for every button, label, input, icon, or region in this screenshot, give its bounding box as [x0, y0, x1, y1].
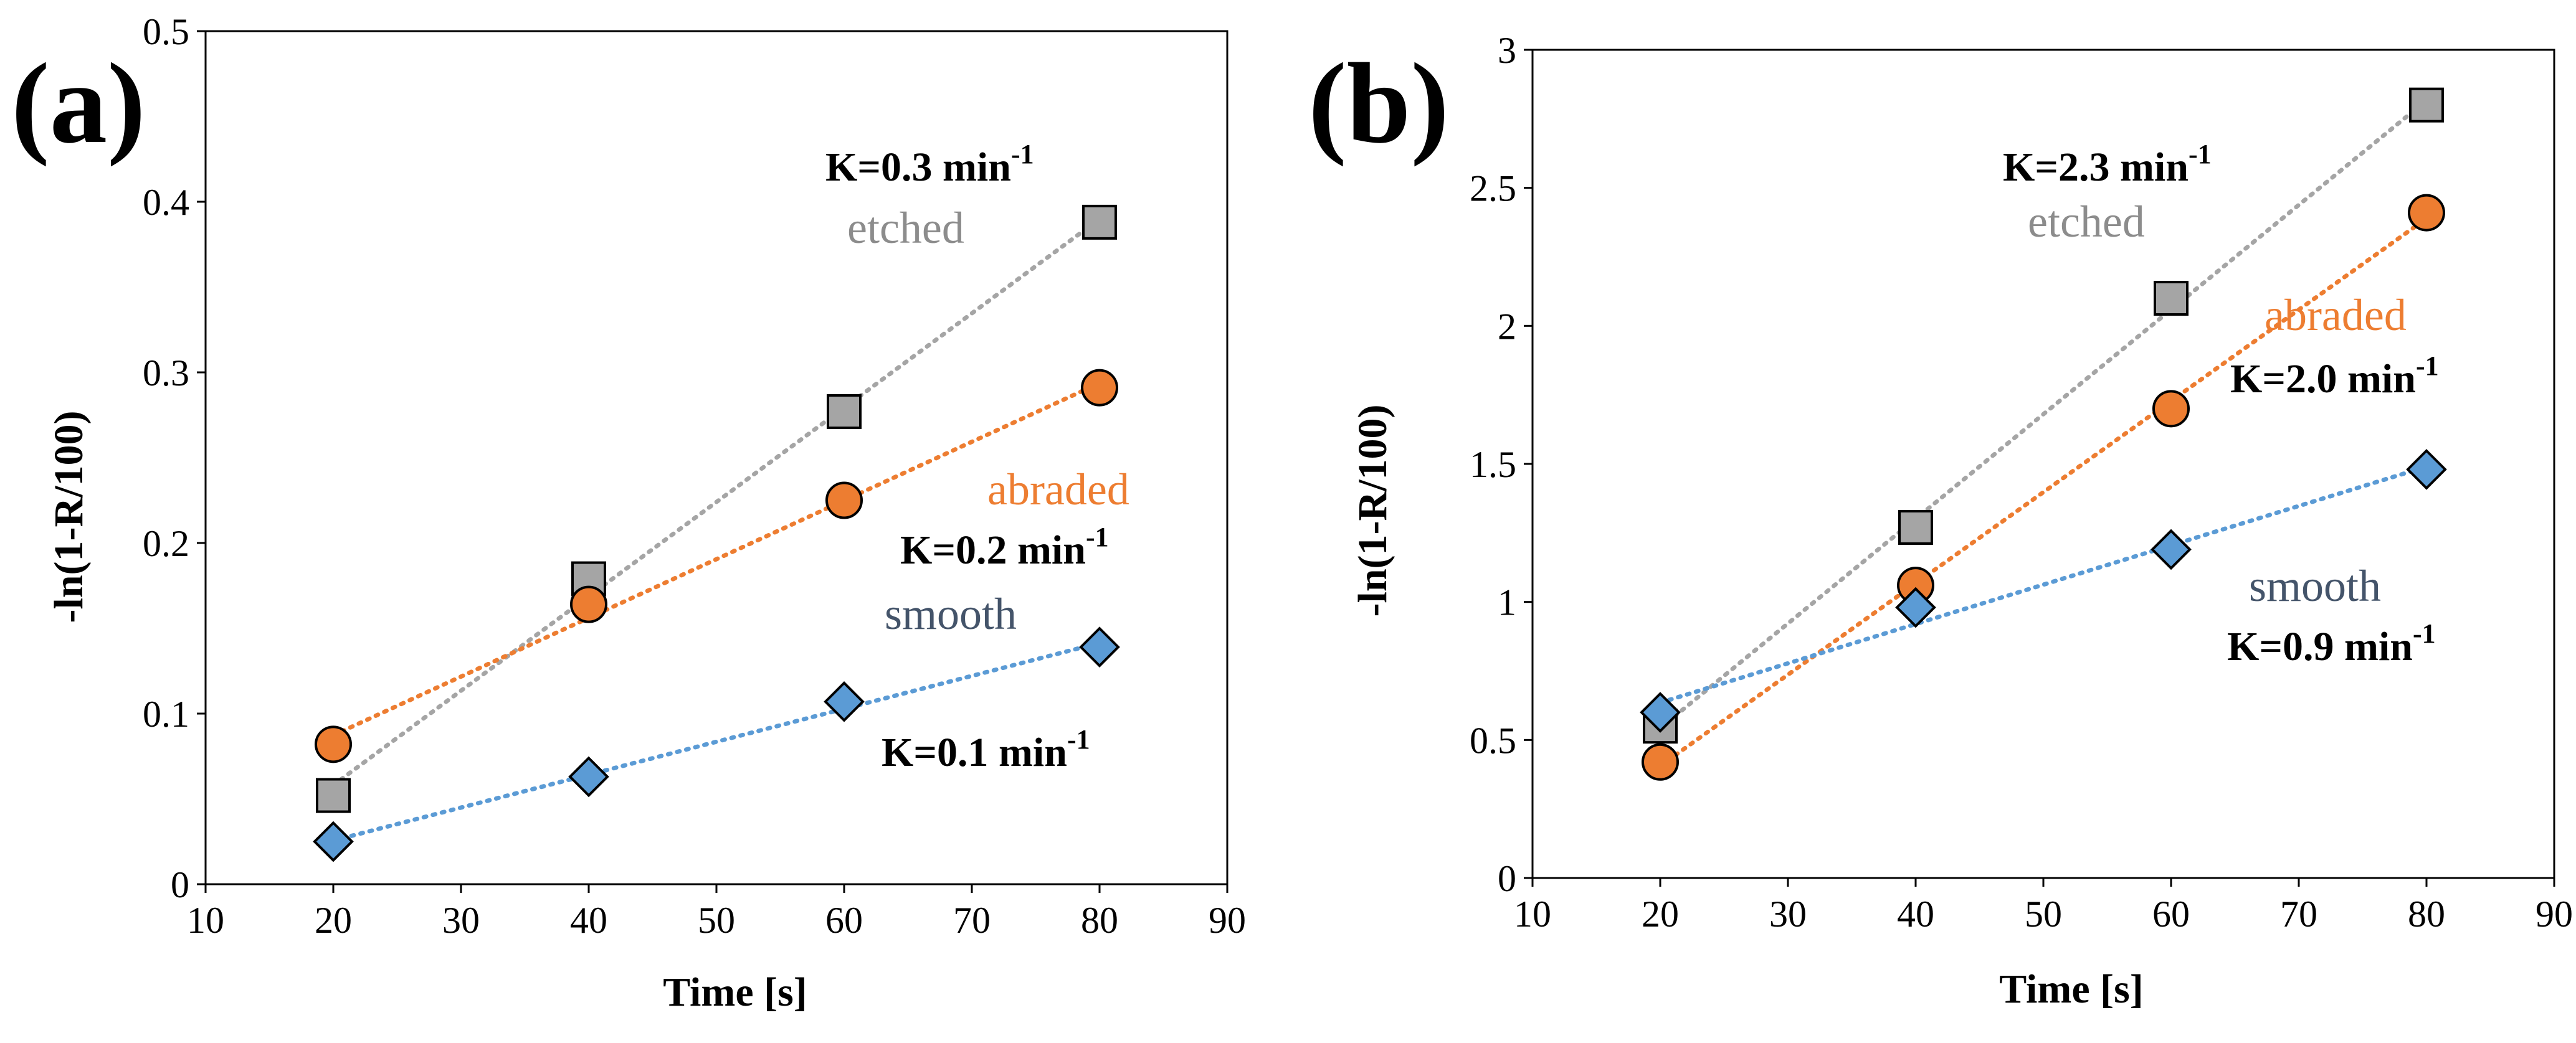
trendline-smooth [1658, 464, 2429, 705]
panel-b-series-label-abraded: abraded [2265, 290, 2407, 340]
x-tick-label: 20 [315, 900, 352, 941]
x-tick-label: 80 [2408, 894, 2445, 935]
data-point-smooth [313, 821, 354, 862]
data-point-abraded [825, 481, 863, 519]
y-tick-label: 1.5 [1470, 444, 1516, 485]
data-point-abraded [1642, 743, 1679, 781]
y-tick-label: 3 [1498, 30, 1516, 71]
data-point-etched [1082, 204, 1117, 240]
y-tick-label: 0.4 [143, 182, 189, 223]
data-point-smooth [824, 681, 865, 722]
data-point-abraded [1081, 369, 1118, 407]
x-tick-label: 10 [187, 900, 224, 941]
data-point-etched [827, 394, 862, 430]
panel-b-trendlines [1658, 98, 2429, 768]
panel-b-markers [1640, 87, 2447, 781]
x-tick-label: 30 [1769, 894, 1807, 935]
x-tick-label: 60 [2152, 894, 2190, 935]
y-tick-label: 0 [171, 864, 189, 905]
x-tick-label: 60 [825, 900, 863, 941]
panel-b-rate-label-abraded: K=2.0 min-1 [2230, 351, 2439, 402]
data-point-abraded [2152, 390, 2190, 428]
x-tick-label: 70 [2280, 894, 2317, 935]
x-tick-label: 70 [953, 900, 991, 941]
data-point-smooth [1079, 626, 1120, 668]
data-point-etched [2154, 281, 2189, 316]
panel-b-series-label-smooth: smooth [2249, 561, 2381, 611]
y-tick-label: 0.1 [143, 694, 189, 735]
panel-a-trendlines [331, 217, 1102, 843]
panel-b: (b) -ln(1-R/100) Time [s] 0 0.5 1 1.5 2 2.5 3 1… [1308, 30, 2573, 1012]
panel-b-y-axis-title: -ln(1-R/100) [1350, 405, 1395, 617]
x-tick-label: 40 [570, 900, 607, 941]
data-point-abraded [315, 725, 352, 763]
panel-a-axes: 0 0.1 0.2 0.3 0.4 0.5 10 20 30 40 50 60 70 80 90 [143, 11, 1246, 941]
panel-a-rate-label-etched: K=0.3 min-1 [825, 139, 1034, 190]
data-point-etched [316, 778, 351, 813]
panel-a-letter: (a) [11, 40, 146, 168]
data-point-etched [2409, 87, 2444, 123]
trendline-abraded [1658, 216, 2429, 768]
panel-a: (a) -ln(1-R/100) Time [s] 00.10.20.30.40… [11, 11, 1246, 1015]
y-tick-label: 2.5 [1470, 168, 1516, 209]
panel-b-rate-label-smooth: K=0.9 min-1 [2227, 618, 2436, 669]
data-point-smooth [2406, 449, 2447, 490]
panel-a-series-label-etched: etched [847, 203, 964, 253]
x-tick-label: 10 [1514, 894, 1551, 935]
trendline-abraded [331, 380, 1102, 738]
x-tick-label: 30 [442, 900, 480, 941]
data-point-etched [1898, 509, 1933, 545]
data-point-smooth [1895, 587, 1936, 628]
trendline-etched [331, 217, 1102, 788]
y-tick-label: 0.5 [1470, 720, 1516, 761]
panel-a-x-axis-title: Time [s] [663, 970, 807, 1015]
panel-b-letter: (b) [1308, 40, 1449, 168]
y-tick-label: 0.3 [143, 352, 189, 394]
panel-a-rate-label-smooth: K=0.1 min-1 [882, 724, 1090, 775]
x-tick-label: 90 [1209, 900, 1246, 941]
panel-a-series-label-smooth: smooth [885, 589, 1017, 639]
x-tick-label: 50 [2025, 894, 2062, 935]
y-tick-label: 0 [1498, 858, 1516, 899]
data-point-smooth [2151, 529, 2192, 570]
panel-a-series-label-abraded: abraded [987, 465, 1129, 514]
trendline-smooth [331, 641, 1102, 843]
y-tick-label: 1 [1498, 582, 1516, 623]
x-tick-label: 90 [2536, 894, 2573, 935]
panel-b-axes: 0 0.5 1 1.5 2 2.5 3 10 20 30 40 50 60 70 80 90 [1470, 30, 2573, 935]
x-tick-label: 40 [1897, 894, 1934, 935]
x-tick-label: 80 [1081, 900, 1118, 941]
x-tick-label: 50 [698, 900, 735, 941]
panel-a-y-axis-title: -ln(1-R/100) [46, 411, 92, 623]
panel-a-plot-frame [204, 30, 1229, 885]
data-point-smooth [568, 756, 609, 798]
data-point-smooth [1640, 692, 1681, 733]
panel-b-rate-label-etched: K=2.3 min-1 [2003, 139, 2212, 190]
y-tick-label: 2 [1498, 306, 1516, 347]
data-point-abraded [570, 585, 607, 623]
panel-b-series-label-etched: etched [2028, 197, 2145, 247]
y-tick-label: 0.5 [143, 11, 189, 52]
panel-a-markers [313, 204, 1120, 862]
data-point-abraded [2408, 194, 2445, 232]
panel-a-rate-label-abraded: K=0.2 min-1 [900, 522, 1109, 573]
trendline-etched [1658, 98, 2429, 730]
y-tick-label: 0.2 [143, 523, 189, 564]
panel-b-x-axis-title: Time [s] [1999, 966, 2144, 1012]
x-tick-label: 20 [1642, 894, 1679, 935]
